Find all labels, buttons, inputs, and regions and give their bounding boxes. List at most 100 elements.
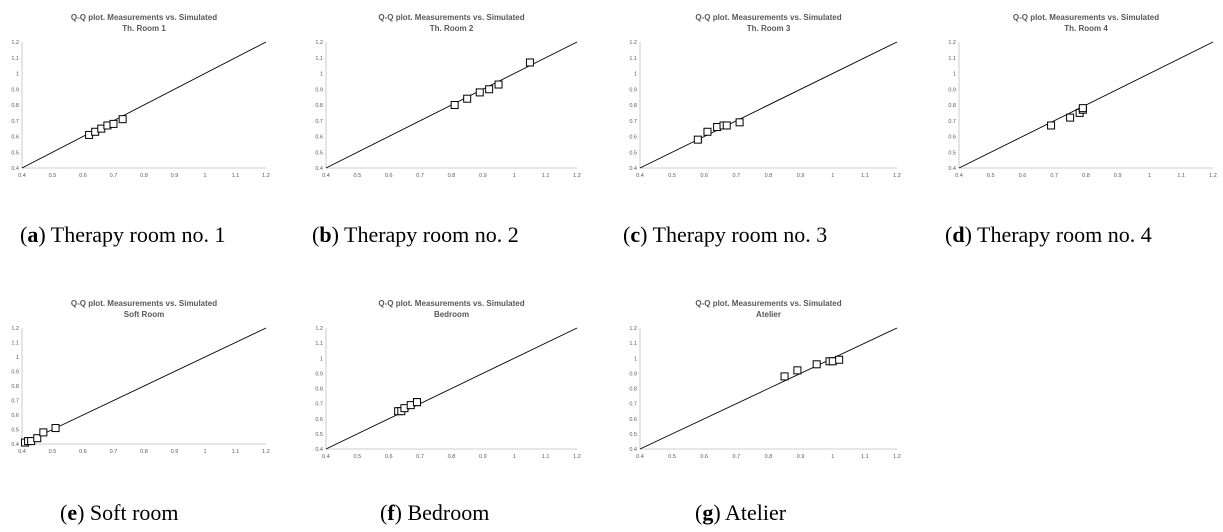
chart-title: Q-Q plot. Measurements vs. Simulated	[695, 13, 841, 22]
x-tick-label: 0.4	[18, 173, 26, 179]
y-tick-label: 0.9	[11, 87, 19, 93]
data-point	[693, 135, 702, 144]
x-tick-label: 0.8	[140, 173, 148, 179]
chart-subtitle: Bedroom	[434, 310, 469, 319]
x-tick-label: 1.2	[893, 454, 901, 460]
x-tick-label: 0.9	[797, 454, 805, 460]
x-tick-label: 1.2	[1209, 173, 1217, 179]
qq-plot-panel: Q-Q plot. Measurements vs. Simulated Th. …	[945, 6, 1220, 186]
y-tick-label: 1.2	[948, 40, 956, 46]
y-tick-label: 0.7	[11, 399, 19, 405]
y-tick-label: 0.5	[948, 150, 956, 156]
qq-plot-svg: Q-Q plot. Measurements vs. Simulated Th. …	[315, 13, 580, 179]
y-tick-label: 0.8	[629, 103, 637, 109]
x-tick-label: 0.8	[1082, 173, 1090, 179]
subfigure-caption: (a) Therapy room no. 1	[20, 222, 226, 247]
chart-title: Q-Q plot. Measurements vs. Simulated	[695, 299, 841, 308]
x-tick-label: 0.5	[668, 454, 676, 460]
y-tick-label: 1.2	[315, 40, 323, 46]
qq-plot-svg: Q-Q plot. Measurements vs. Simulated Bedr…	[315, 299, 581, 460]
y-tick-label: 0.4	[315, 447, 323, 453]
data-point	[812, 360, 821, 369]
data-point	[703, 127, 712, 136]
data-point	[722, 121, 731, 130]
caption-letter: e	[67, 500, 78, 525]
y-tick-label: 0.4	[629, 166, 637, 172]
y-tick-label: 1	[320, 72, 323, 78]
x-tick-label: 0.6	[700, 173, 708, 179]
caption-letter: c	[630, 222, 641, 247]
data-point	[109, 119, 118, 128]
data-point	[450, 101, 459, 109]
y-tick-label: 0.4	[315, 166, 323, 172]
subfigure-caption: (e) Soft room	[60, 500, 179, 525]
subfigure-caption: (b) Therapy room no. 2	[312, 222, 519, 247]
x-tick-label: 0.5	[49, 173, 57, 179]
caption-text: Soft room	[89, 500, 179, 525]
y-tick-label: 1.1	[629, 56, 637, 62]
chart-subtitle: Atelier	[756, 310, 781, 319]
x-tick-label: 0.9	[171, 173, 179, 179]
data-point	[485, 85, 494, 94]
x-tick-label: 1	[203, 449, 206, 455]
y-tick-label: 0.6	[11, 135, 19, 141]
chart-subtitle: Soft Room	[124, 310, 164, 319]
x-tick-label: 0.8	[448, 454, 456, 460]
y-tick-label: 0.9	[315, 87, 323, 93]
caption-letter: g	[702, 500, 714, 525]
y-tick-label: 0.9	[11, 370, 19, 376]
y-tick-label: 0.5	[315, 150, 323, 156]
x-tick-label: 1	[513, 173, 516, 179]
y-tick-label: 1.2	[629, 326, 637, 332]
x-tick-label: 0.6	[385, 454, 393, 460]
y-tick-label: 1	[634, 356, 637, 362]
x-tick-label: 1.1	[861, 454, 869, 460]
y-tick-label: 1.2	[11, 40, 19, 46]
data-point	[525, 58, 534, 67]
x-tick-label: 0.5	[987, 173, 995, 179]
chart-title: Q-Q plot. Measurements vs. Simulated	[71, 13, 217, 22]
x-tick-label: 0.7	[416, 173, 424, 179]
y-tick-label: 0.6	[315, 417, 323, 423]
caption-letter: d	[952, 222, 965, 247]
y-tick-label: 0.6	[629, 135, 637, 141]
chart-subtitle: Th. Room 2	[430, 24, 474, 33]
x-tick-label: 0.7	[1050, 173, 1058, 179]
caption-text: Atelier	[724, 500, 787, 525]
x-tick-label: 0.6	[700, 454, 708, 460]
y-tick-label: 0.6	[629, 417, 637, 423]
x-tick-label: 0.4	[636, 173, 644, 179]
data-point	[1078, 104, 1087, 113]
x-tick-label: 0.8	[765, 454, 773, 460]
data-point	[735, 118, 744, 127]
y-tick-label: 0.4	[948, 166, 956, 172]
data-point	[780, 372, 789, 381]
reference-line	[21, 41, 267, 169]
x-tick-label: 0.8	[448, 173, 456, 179]
subfigure-caption: (d) Therapy room no. 4	[945, 222, 1152, 247]
x-tick-label: 0.8	[765, 173, 773, 179]
x-tick-label: 1	[513, 454, 516, 460]
x-tick-label: 1.1	[861, 173, 869, 179]
x-tick-label: 0.6	[1019, 173, 1027, 179]
caption-letter: b	[319, 222, 332, 247]
caption-text: Therapy room no. 4	[977, 222, 1152, 247]
y-tick-label: 1.1	[948, 56, 956, 62]
y-tick-label: 1.1	[315, 341, 323, 347]
y-tick-label: 0.5	[11, 150, 19, 156]
y-tick-label: 0.7	[629, 119, 637, 125]
x-tick-label: 0.6	[79, 449, 87, 455]
y-tick-label: 0.4	[11, 166, 19, 172]
x-tick-label: 1.1	[542, 454, 550, 460]
qq-plot-svg: Q-Q plot. Measurements vs. Simulated Atel…	[629, 299, 901, 460]
chart-title: Q-Q plot. Measurements vs. Simulated	[71, 299, 217, 308]
y-tick-label: 0.8	[629, 387, 637, 393]
y-tick-label: 1.1	[11, 56, 19, 62]
x-tick-label: 1.2	[573, 454, 581, 460]
data-point	[475, 88, 484, 97]
x-tick-label: 0.9	[797, 173, 805, 179]
x-tick-label: 1	[831, 454, 834, 460]
x-tick-label: 0.5	[354, 173, 362, 179]
y-tick-label: 1.1	[629, 341, 637, 347]
y-tick-label: 1	[634, 72, 637, 78]
